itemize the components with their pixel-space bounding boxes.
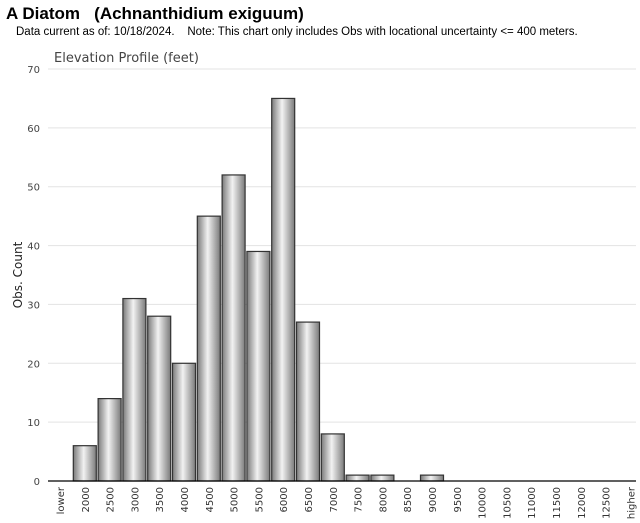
bar-2000 <box>72 445 97 482</box>
bar-7500 <box>345 474 370 482</box>
data-currency-note: Data current as of: 10/18/2024. Note: Th… <box>16 26 578 38</box>
bar-5500 <box>246 250 271 482</box>
chart-title: Elevation Profile (feet) <box>54 51 199 66</box>
bar-9000 <box>419 474 445 482</box>
y-tick-label: 0 <box>34 477 40 488</box>
x-tick-label: 7500 <box>354 487 365 512</box>
y-tick-label: 60 <box>27 124 40 135</box>
bar-3500 <box>147 315 172 482</box>
x-tick-label: 10000 <box>478 487 489 519</box>
y-tick-label: 70 <box>27 65 40 76</box>
x-tick-label: 10500 <box>502 487 513 519</box>
x-tick-label: 5000 <box>230 487 241 512</box>
bar-6000 <box>271 97 296 482</box>
bars <box>72 97 445 482</box>
x-tick-label: 4500 <box>205 487 216 512</box>
bar-2500 <box>97 398 122 482</box>
species-title: A Diatom (Achnanthidium exiguum) <box>6 4 304 23</box>
y-tick-label: 30 <box>27 300 40 311</box>
x-tick-label: 3000 <box>130 487 141 512</box>
x-tick-label: 8000 <box>378 487 389 512</box>
bar-6500 <box>295 321 321 482</box>
y-tick-label: 50 <box>27 183 40 194</box>
bar-7000 <box>320 433 345 482</box>
x-tick-label: 9000 <box>428 487 439 512</box>
x-tick-label: 2500 <box>106 487 117 512</box>
bar-4500 <box>196 215 221 482</box>
bar-4000 <box>171 362 197 482</box>
y-tick-label: 40 <box>27 242 40 253</box>
x-tick-label: 4000 <box>180 487 191 512</box>
y-tick-label: 10 <box>27 418 40 429</box>
x-tick-label: 5500 <box>254 487 265 512</box>
x-tick-label: 6500 <box>304 487 315 512</box>
x-tick-label: 11500 <box>552 487 563 519</box>
x-tick-label: higher <box>626 486 637 519</box>
x-tick-label: 3500 <box>155 487 166 512</box>
bar-5000 <box>221 174 246 482</box>
y-axis-label: Obs. Count <box>11 241 25 308</box>
x-tick-label: 9500 <box>453 487 464 512</box>
x-tick-label: 11000 <box>527 487 538 519</box>
y-tick-labels: 0 10 20 30 40 50 60 70 <box>27 65 40 488</box>
x-tick-label: 12000 <box>577 487 588 519</box>
x-tick-label: 2000 <box>81 487 92 512</box>
x-tick-label: 8500 <box>403 487 414 512</box>
x-tick-label: 7000 <box>329 487 340 512</box>
y-tick-label: 20 <box>27 359 40 370</box>
bar-3000 <box>122 297 147 482</box>
x-tick-label: 12500 <box>602 487 613 519</box>
x-tick-labels: lower 2000 2500 3000 3500 4000 4500 5000 5500 600… <box>56 486 637 519</box>
x-tick-label: lower <box>56 486 67 514</box>
x-tick-label: 6000 <box>279 487 290 512</box>
bar-8000 <box>370 474 395 482</box>
